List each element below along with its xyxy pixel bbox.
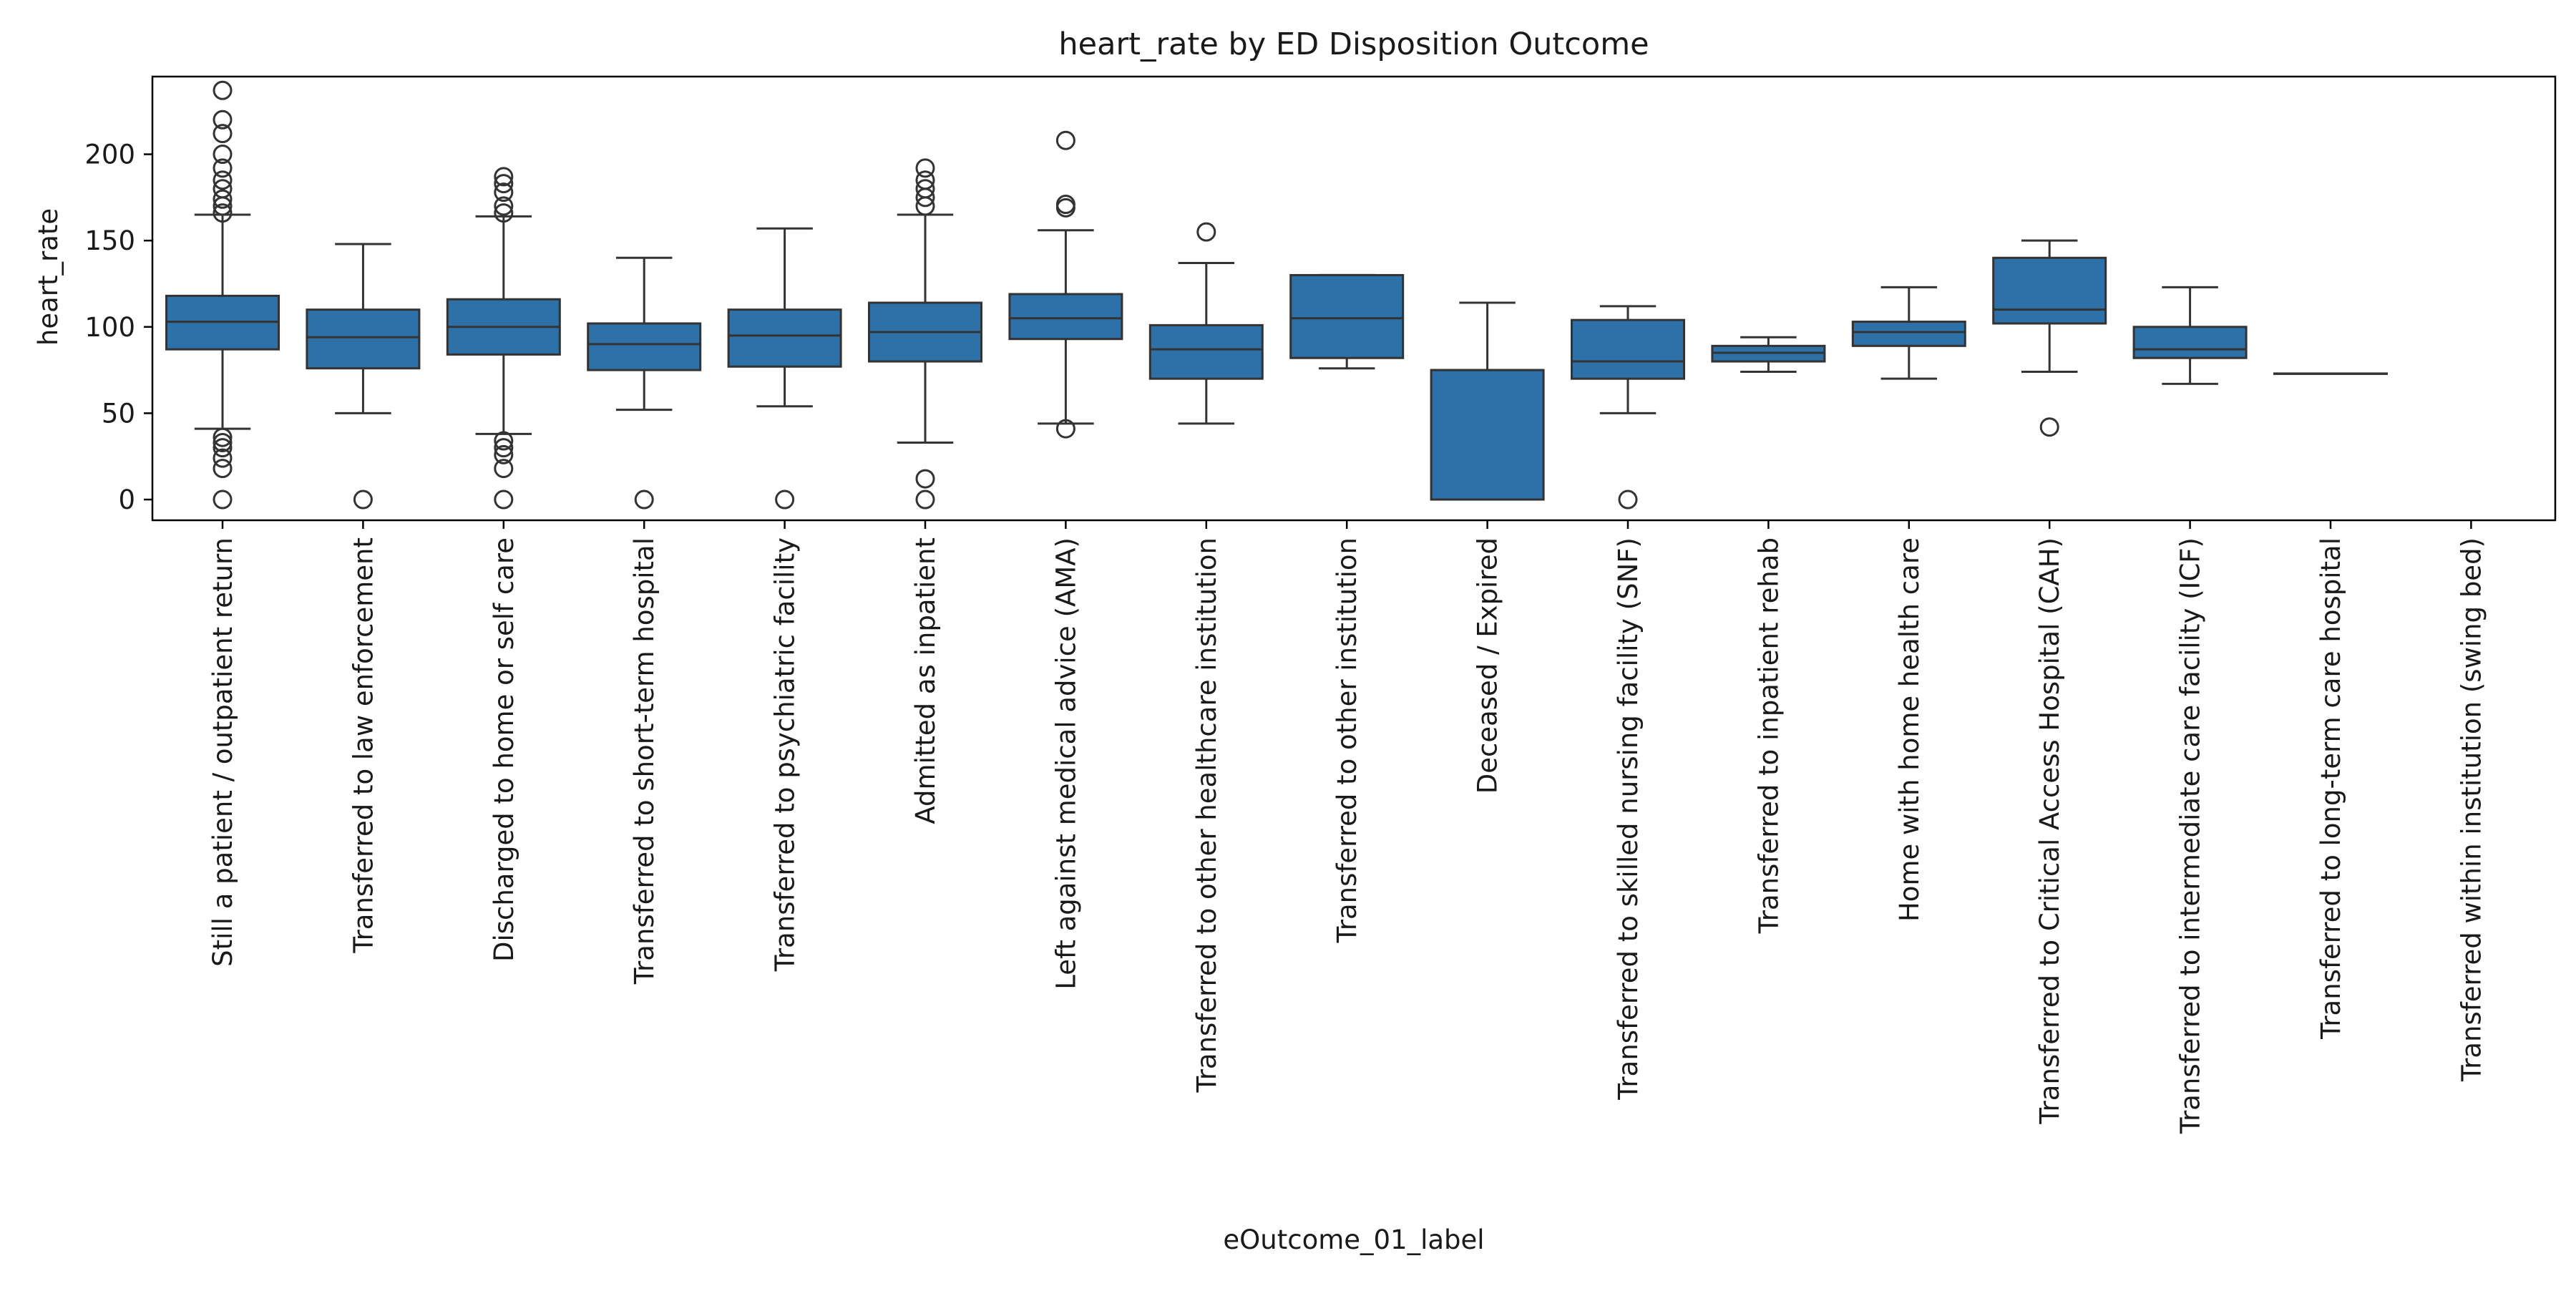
outlier-point [213, 203, 233, 223]
outlier-point [213, 438, 233, 458]
outlier-point [1055, 419, 1075, 439]
outlier-point [494, 167, 514, 187]
outlier-point [213, 170, 233, 190]
outlier-point [213, 448, 233, 468]
outlier-point [915, 179, 935, 199]
x-tick-label: Transferred to short-term hospital [629, 537, 660, 985]
outlier-point [915, 170, 935, 190]
iqr-box [306, 308, 421, 370]
x-tick-label: Transferred within institution (swing be… [2456, 537, 2487, 1082]
outlier-point [494, 459, 514, 479]
y-tick-label: 200 [84, 140, 135, 170]
outlier-point [494, 444, 514, 464]
plot-frame [151, 75, 2557, 522]
y-axis-label: heart_rate [33, 208, 64, 346]
x-axis-label: eOutcome_01_label [1223, 1224, 1484, 1255]
outlier-point [213, 158, 233, 178]
iqr-box [2132, 326, 2248, 359]
outlier-point [1618, 489, 1638, 510]
outlier-point [213, 432, 233, 452]
outlier-point [1055, 130, 1075, 150]
outlier-point [213, 145, 233, 165]
outlier-point [213, 489, 233, 510]
outlier-point [2039, 417, 2059, 437]
x-tick-label: Transferred to inpatient rehab [1753, 537, 1784, 934]
x-tick-label: Transferred to law enforcement [348, 537, 379, 954]
outlier-point [494, 196, 514, 216]
x-tick-label: Transferred to other institution [1332, 537, 1362, 943]
x-tick-label: Transferred to long-term care hospital [2316, 537, 2346, 1040]
outlier-point [494, 431, 514, 451]
iqr-box [1289, 273, 1405, 359]
outlier-point [353, 489, 373, 510]
outlier-point [494, 182, 514, 203]
outlier-point [213, 124, 233, 144]
x-tick-label: Left against medical advice (AMA) [1050, 537, 1081, 990]
x-tick-label: Still a patient / outpatient return [208, 537, 238, 967]
outlier-point [494, 174, 514, 194]
outlier-point [915, 489, 935, 510]
iqr-box [1571, 318, 1685, 380]
y-tick-label: 150 [84, 225, 135, 256]
outlier-point [213, 427, 233, 447]
outlier-point [213, 459, 233, 479]
iqr-box [1851, 321, 1966, 347]
outlier-point [494, 438, 514, 458]
outlier-point [915, 158, 935, 178]
outlier-point [494, 203, 514, 223]
y-tick-label: 0 [118, 484, 135, 515]
chart-title: heart_rate by ED Disposition Outcome [1058, 26, 1649, 62]
outlier-point [494, 489, 514, 510]
outlier-point [1055, 195, 1075, 215]
outlier-point [213, 80, 233, 100]
x-tick-label: Admitted as inpatient [910, 537, 941, 824]
x-tick-label: Deceased / Expired [1473, 537, 1503, 794]
outlier-point [634, 489, 654, 510]
x-tick-label: Transferred to Critical Access Hospital … [2034, 537, 2065, 1125]
outlier-point [915, 469, 935, 489]
x-tick-label: Home with home health care [1894, 537, 1925, 922]
x-tick-label: Transferred to skilled nursing facility … [1613, 537, 1644, 1101]
x-tick-label: Transferred to intermediate care facilit… [2175, 537, 2206, 1134]
y-tick-label: 100 [84, 312, 135, 343]
outlier-point [213, 189, 233, 209]
iqr-box [587, 322, 702, 371]
x-tick-label: Discharged to home or self care [489, 537, 519, 962]
x-tick-label: Transferred to other healthcare institut… [1191, 537, 1222, 1093]
outlier-point [213, 179, 233, 199]
outlier-point [1196, 222, 1216, 242]
iqr-box [1992, 256, 2107, 325]
x-tick-label: Transferred to psychiatric facility [770, 537, 801, 972]
y-tick-label: 50 [102, 398, 135, 429]
outlier-point [775, 489, 795, 510]
iqr-box [727, 308, 842, 368]
iqr-box [1430, 369, 1545, 501]
plot-area: 0 50 100 150 200 Still a patient / outpatient… [84, 80, 2487, 1134]
iqr-box [1008, 293, 1123, 341]
outlier-point [213, 109, 233, 130]
iqr-box [1148, 323, 1264, 380]
